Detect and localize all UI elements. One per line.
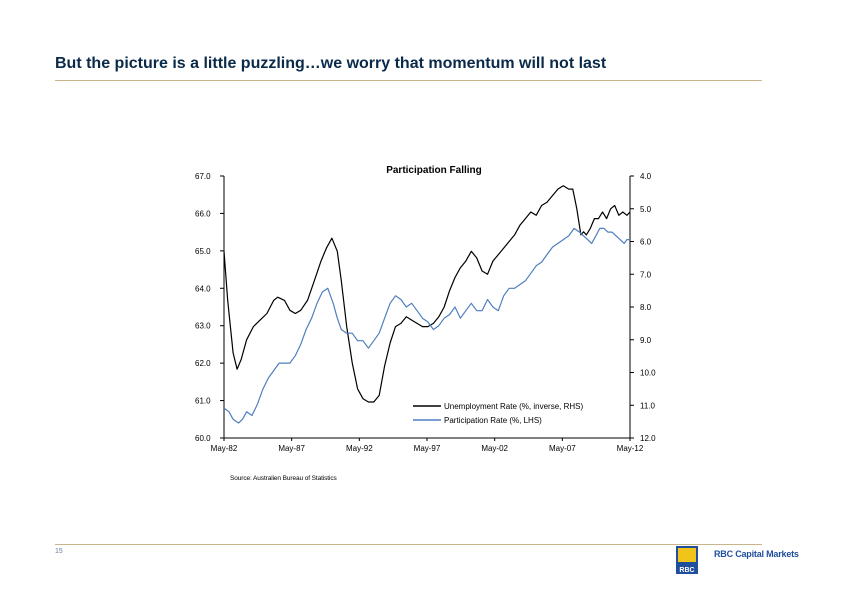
left-tick-label: 65.0 xyxy=(195,247,211,256)
title-divider xyxy=(55,80,762,81)
right-tick-label: 10.0 xyxy=(640,369,656,378)
x-tick-label: May-87 xyxy=(278,444,305,453)
x-tick-label: May-12 xyxy=(617,444,644,453)
rbc-shield-icon: RBC xyxy=(676,546,698,574)
right-tick-label: 6.0 xyxy=(640,238,652,247)
footer-divider xyxy=(55,544,762,545)
x-tick-label: May-82 xyxy=(211,444,238,453)
x-tick-label: May-02 xyxy=(481,444,508,453)
x-tick-label: May-97 xyxy=(414,444,441,453)
participation-rate-line xyxy=(223,227,630,424)
source-note: Source: Australien Bureau of Statistics xyxy=(230,475,337,482)
chart-frame xyxy=(223,176,631,439)
left-tick-label: 67.0 xyxy=(195,172,211,181)
right-tick-label: 9.0 xyxy=(640,336,652,345)
legend-label: Participation Rate (%, LHS) xyxy=(444,416,542,425)
left-tick-label: 61.0 xyxy=(195,397,211,406)
right-tick-label: 5.0 xyxy=(640,205,652,214)
svg-text:RBC: RBC xyxy=(679,567,694,574)
left-tick-label: 64.0 xyxy=(195,284,211,293)
right-tick-label: 11.0 xyxy=(640,401,656,410)
left-tick-label: 62.0 xyxy=(195,359,211,368)
series-layer xyxy=(223,185,631,424)
left-tick-label: 63.0 xyxy=(195,322,211,331)
x-axis-ticks: May-82 May-87 May-92 May-97 May-02 May-07 May-… xyxy=(211,438,644,453)
brand-name: RBC Capital Markets xyxy=(714,549,799,559)
unemployment-rate-line xyxy=(223,185,631,403)
right-tick-label: 7.0 xyxy=(640,270,652,279)
legend: Unemployment Rate (%, inverse, RHS) Parti… xyxy=(413,402,583,425)
page-number: 15 xyxy=(55,548,63,555)
right-tick-label: 12.0 xyxy=(640,434,656,443)
slide-title: But the picture is a little puzzling…we … xyxy=(55,55,607,72)
right-tick-label: 8.0 xyxy=(640,303,652,312)
left-tick-label: 60.0 xyxy=(195,434,211,443)
x-tick-label: May-92 xyxy=(346,444,373,453)
right-tick-label: 4.0 xyxy=(640,172,652,181)
left-axis-ticks: 67.0 66.0 65.0 64.0 63.0 62.0 61.0 60.0 xyxy=(195,172,224,443)
rbc-logo: RBC RBC Capital Markets xyxy=(674,542,834,582)
legend-label: Unemployment Rate (%, inverse, RHS) xyxy=(444,402,583,411)
x-tick-label: May-07 xyxy=(549,444,576,453)
right-axis-ticks: 4.0 5.0 6.0 7.0 8.0 9.0 10.0 11.0 12.0 xyxy=(630,172,656,443)
chart-title: Participation Falling xyxy=(386,165,482,176)
left-tick-label: 66.0 xyxy=(195,209,211,218)
